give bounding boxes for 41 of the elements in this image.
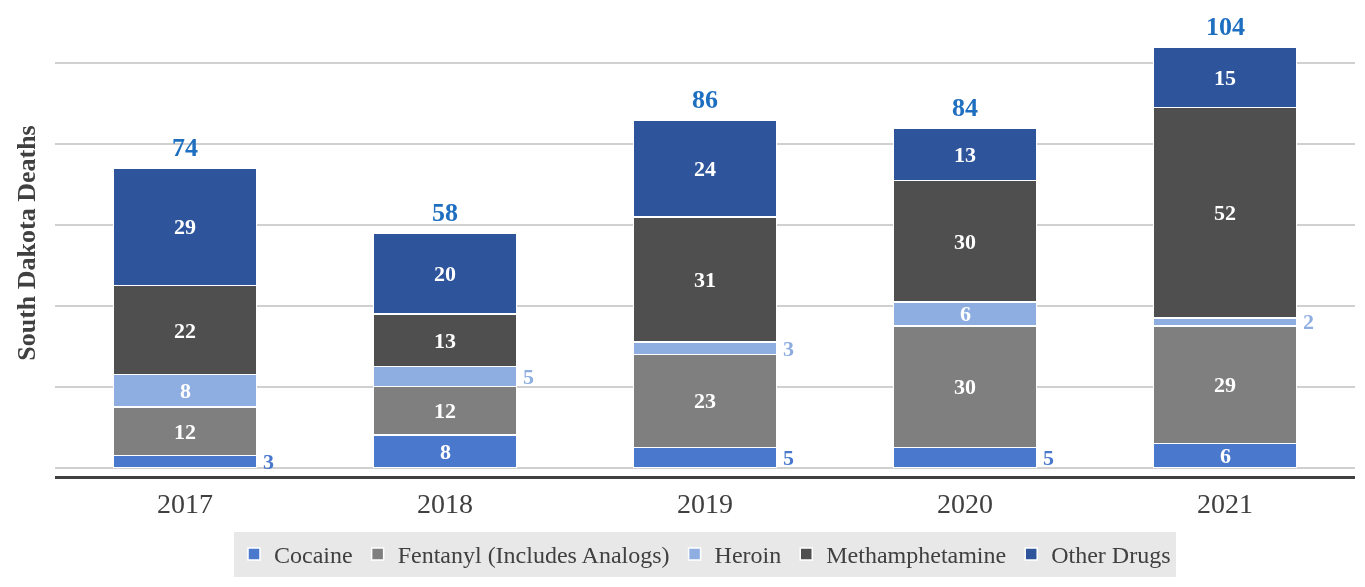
data-label: 12 <box>174 419 196 444</box>
data-label: 29 <box>174 214 196 239</box>
x-tick-label: 2020 <box>937 487 993 519</box>
legend-label: Fentanyl (Includes Analogs) <box>397 542 670 569</box>
legend-label: Other Drugs <box>1051 542 1171 569</box>
data-label: 30 <box>954 374 976 399</box>
data-label: 5 <box>1043 445 1054 470</box>
x-tick-label: 2018 <box>417 487 473 519</box>
x-tick-label: 2021 <box>1197 487 1253 519</box>
total-label: 58 <box>432 198 458 227</box>
total-label: 86 <box>692 85 718 114</box>
data-label: 24 <box>694 156 716 181</box>
y-axis-title: South Dakota Deaths <box>12 125 42 361</box>
data-label: 8 <box>440 439 451 464</box>
data-label: 13 <box>434 328 456 353</box>
data-label: 6 <box>960 301 971 326</box>
legend-label: Heroin <box>714 542 782 569</box>
data-label: 3 <box>783 336 794 361</box>
data-label: 5 <box>783 445 794 470</box>
data-label: 52 <box>1214 200 1236 225</box>
data-label: 15 <box>1214 65 1236 90</box>
total-label: 104 <box>1206 12 1245 41</box>
data-label: 29 <box>1214 372 1236 397</box>
x-tick-label: 2017 <box>157 487 213 519</box>
data-label: 3 <box>263 449 274 474</box>
legend-label: Cocaine <box>274 542 353 569</box>
data-label: 8 <box>180 378 191 403</box>
data-label: 20 <box>434 261 456 286</box>
data-label: 23 <box>694 388 716 413</box>
total-label: 74 <box>172 133 198 162</box>
data-label: 12 <box>434 398 456 423</box>
data-label: 13 <box>954 142 976 167</box>
data-label: 31 <box>694 267 716 292</box>
legend-label: Methamphetamine <box>826 542 1007 569</box>
data-label: 30 <box>954 229 976 254</box>
data-label: 22 <box>174 318 196 343</box>
total-label: 84 <box>952 93 978 122</box>
data-label: 6 <box>1220 443 1231 468</box>
data-label: 5 <box>523 364 534 389</box>
data-label: 2 <box>1303 309 1314 334</box>
x-tick-label: 2019 <box>677 487 733 519</box>
